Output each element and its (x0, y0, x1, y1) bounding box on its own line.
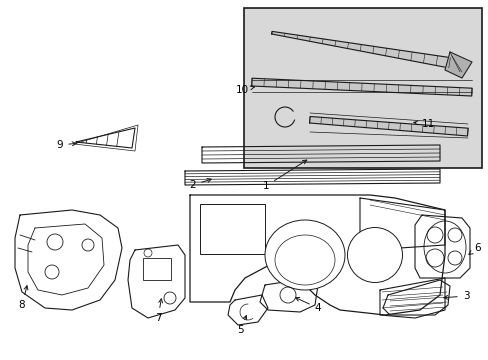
Text: 2: 2 (189, 179, 211, 190)
Text: 7: 7 (154, 299, 162, 323)
Text: 6: 6 (468, 243, 480, 255)
Bar (244, 8, 481, 168)
Polygon shape (271, 31, 449, 68)
Ellipse shape (347, 228, 402, 283)
Bar (200, 204, 264, 254)
Polygon shape (309, 117, 467, 136)
Text: 4: 4 (295, 297, 321, 313)
Bar (142, 258, 171, 280)
Text: 8: 8 (19, 286, 28, 310)
Text: 1: 1 (262, 160, 306, 191)
Text: 9: 9 (57, 140, 76, 150)
Text: 11: 11 (413, 119, 434, 129)
Polygon shape (444, 52, 471, 78)
Text: 5: 5 (236, 315, 246, 335)
Text: 3: 3 (443, 291, 468, 301)
Text: 10: 10 (235, 85, 254, 95)
Polygon shape (251, 78, 471, 96)
Ellipse shape (264, 220, 345, 290)
